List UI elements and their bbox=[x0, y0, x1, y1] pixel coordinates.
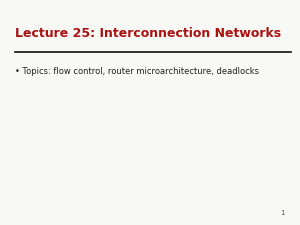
Text: Lecture 25: Interconnection Networks: Lecture 25: Interconnection Networks bbox=[15, 27, 281, 40]
Text: • Topics: flow control, router microarchitecture, deadlocks: • Topics: flow control, router microarch… bbox=[15, 68, 259, 76]
Text: 1: 1 bbox=[280, 210, 285, 216]
